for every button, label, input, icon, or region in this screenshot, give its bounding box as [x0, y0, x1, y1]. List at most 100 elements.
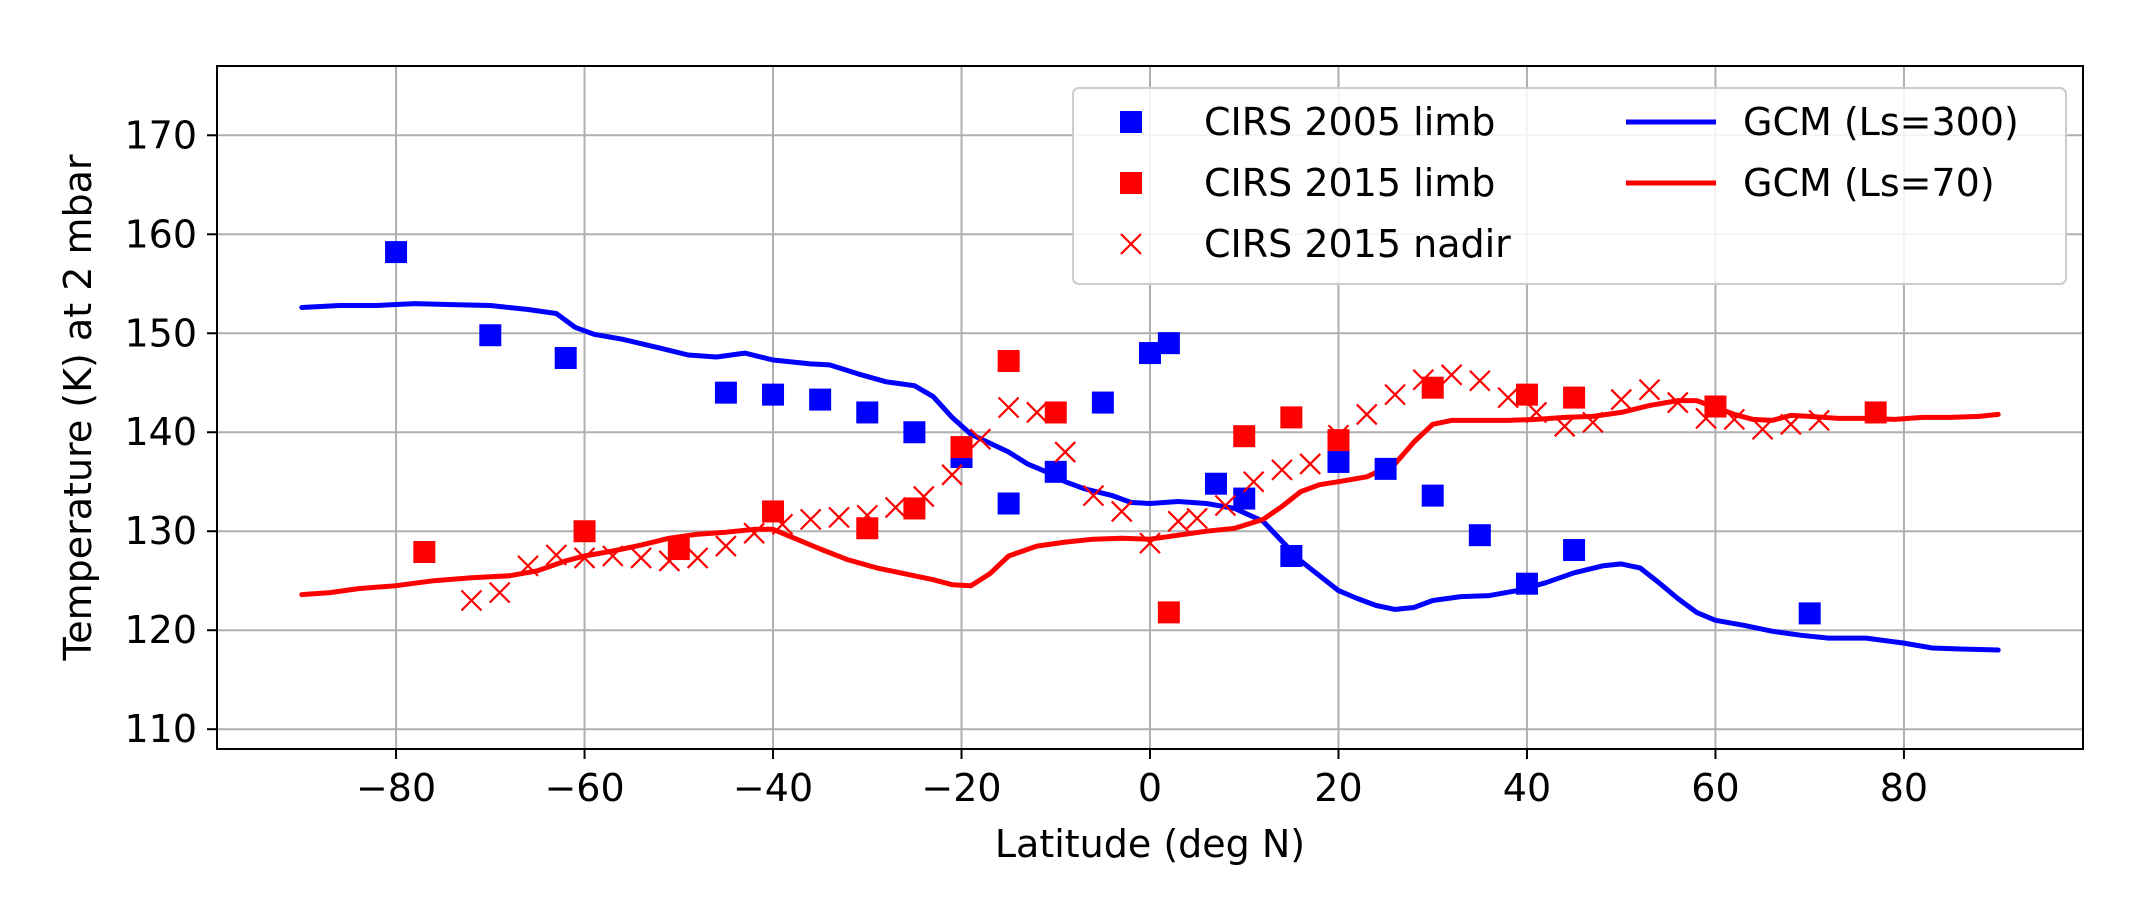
series-cirs-2005-limb — [385, 241, 1821, 625]
y-tick-label: 110 — [124, 707, 197, 751]
data-point — [630, 547, 652, 569]
cross-stroke — [941, 464, 963, 486]
cross-stroke — [799, 508, 822, 531]
data-point — [1242, 470, 1265, 493]
data-point — [884, 496, 907, 519]
data-point — [1582, 411, 1604, 434]
cross-stroke — [1186, 507, 1208, 530]
data-point — [771, 513, 794, 536]
data-point — [714, 381, 737, 404]
y-tick-label: 160 — [124, 212, 197, 256]
series-cirs-2015-nadir — [460, 364, 1830, 612]
cross-stroke — [1469, 369, 1491, 392]
data-point — [950, 436, 973, 459]
data-point — [1157, 332, 1180, 355]
cross-stroke — [1723, 408, 1746, 431]
cross-stroke — [1167, 510, 1190, 533]
cross-stroke — [1808, 409, 1830, 432]
data-point — [1280, 544, 1303, 567]
cross-stroke — [686, 547, 709, 569]
cross-stroke — [1553, 415, 1576, 438]
data-point — [1864, 401, 1887, 424]
y-tick-label: 130 — [124, 509, 197, 553]
data-point — [762, 383, 785, 406]
legend-entry: CIRS 2015 limb — [1120, 161, 1495, 205]
legend-label: CIRS 2015 nadir — [1204, 222, 1511, 266]
data-point — [1214, 494, 1237, 517]
data-point — [715, 535, 737, 557]
data-point — [1186, 507, 1208, 530]
data-point — [1157, 601, 1180, 624]
cross-stroke — [913, 485, 935, 508]
data-point — [856, 517, 879, 540]
cross-stroke — [1751, 418, 1774, 441]
data-point — [1026, 401, 1048, 424]
cross-stroke — [1054, 441, 1076, 463]
data-point — [1082, 484, 1105, 507]
data-point — [545, 544, 568, 566]
x-tick-label: −80 — [356, 766, 436, 810]
data-point — [1563, 386, 1586, 409]
cross-stroke — [1082, 484, 1105, 507]
cross-stroke — [856, 504, 879, 527]
data-point — [1497, 386, 1519, 409]
cross-stroke — [715, 535, 737, 557]
data-point — [1412, 369, 1435, 391]
data-point — [743, 522, 765, 544]
series-markers — [385, 241, 1887, 625]
x-tick-label: 40 — [1503, 766, 1551, 810]
legend-marker — [1120, 233, 1142, 255]
cross-stroke — [997, 396, 1020, 419]
cross-stroke — [884, 496, 907, 519]
legend-entry: GCM (Ls=70) — [1626, 161, 1995, 205]
data-point — [799, 508, 822, 531]
data-point — [1233, 487, 1256, 510]
x-tick-label: 20 — [1314, 766, 1362, 810]
x-tick-label: −20 — [921, 766, 1001, 810]
data-point — [1054, 441, 1076, 463]
data-point — [658, 550, 681, 572]
cross-stroke — [1440, 364, 1463, 386]
cross-stroke — [658, 550, 681, 572]
y-tick-label: 150 — [124, 311, 197, 355]
data-point — [479, 324, 502, 347]
data-point — [1299, 453, 1321, 475]
cross-stroke — [969, 428, 992, 450]
data-point — [1280, 406, 1303, 429]
cross-stroke — [1120, 233, 1142, 255]
data-point — [1327, 424, 1350, 446]
cross-stroke — [1327, 424, 1350, 446]
cross-stroke — [1638, 378, 1661, 401]
data-point — [1808, 409, 1830, 432]
data-point — [1374, 457, 1397, 480]
legend-label: GCM (Ls=70) — [1743, 161, 1995, 205]
cross-stroke — [1214, 494, 1237, 517]
data-point — [1355, 403, 1378, 426]
cross-stroke — [602, 545, 624, 567]
data-point — [1723, 408, 1746, 431]
cross-stroke — [1271, 459, 1293, 481]
data-point — [997, 349, 1020, 372]
cross-stroke — [743, 522, 765, 544]
data-point — [856, 401, 879, 424]
cross-stroke — [460, 589, 483, 612]
series-lines — [299, 301, 2001, 653]
data-point — [573, 520, 596, 543]
data-point — [1638, 378, 1661, 401]
y-axis-label: Temperature (K) at 2 mbar — [56, 154, 100, 661]
data-point — [1515, 383, 1538, 406]
cross-stroke — [1139, 532, 1161, 554]
data-point — [488, 581, 511, 604]
data-point — [856, 504, 879, 527]
cross-stroke — [1384, 383, 1406, 406]
data-point — [1704, 395, 1727, 418]
cross-stroke — [1695, 407, 1717, 430]
cross-stroke — [488, 581, 511, 604]
x-tick-label: −40 — [733, 766, 813, 810]
data-point — [413, 541, 436, 564]
cross-stroke — [1299, 453, 1321, 475]
data-point — [1440, 364, 1463, 386]
data-point — [1327, 429, 1350, 452]
data-point — [969, 428, 992, 450]
